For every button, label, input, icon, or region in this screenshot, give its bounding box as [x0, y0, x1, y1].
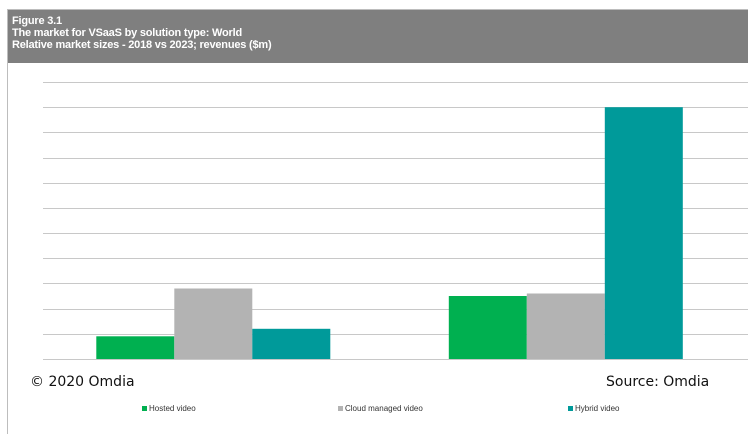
legend-item-hybrid-video: Hybrid video — [568, 404, 619, 413]
figure-number: Figure 3.1 — [12, 15, 62, 27]
figure-frame — [7, 9, 748, 434]
source-note: Source: Omdia — [606, 374, 710, 390]
legend-swatch — [338, 406, 343, 411]
bar-hybrid-video-2 — [604, 107, 683, 359]
figure-subtitle: Relative market sizes - 2018 vs 2023; re… — [12, 39, 272, 51]
copyright-note: © 2020 Omdia — [30, 374, 135, 390]
legend-swatch — [568, 406, 573, 411]
legend-item-cloud-managed-video: Cloud managed video — [338, 404, 423, 413]
legend-label: Hosted video — [149, 404, 196, 413]
figure-header: Figure 3.1 The market for VSaaS by solut… — [8, 10, 748, 63]
legend-swatch — [142, 406, 147, 411]
chart-bars — [96, 107, 683, 359]
bar-cloud-managed-video-1 — [174, 288, 253, 359]
bar-hybrid-video-1 — [252, 328, 331, 359]
bar-hosted-video-1 — [96, 336, 175, 359]
bar-cloud-managed-video-2 — [526, 293, 605, 359]
legend-item-hosted-video: Hosted video — [142, 404, 196, 413]
bar-hosted-video-2 — [448, 296, 527, 359]
legend-label: Hybrid video — [575, 404, 620, 413]
legend-label: Cloud managed video — [345, 404, 423, 413]
figure-title: The market for VSaaS by solution type: W… — [12, 27, 242, 39]
